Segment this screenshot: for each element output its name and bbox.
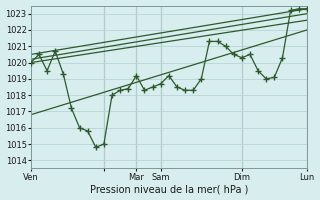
- X-axis label: Pression niveau de la mer( hPa ): Pression niveau de la mer( hPa ): [90, 184, 248, 194]
